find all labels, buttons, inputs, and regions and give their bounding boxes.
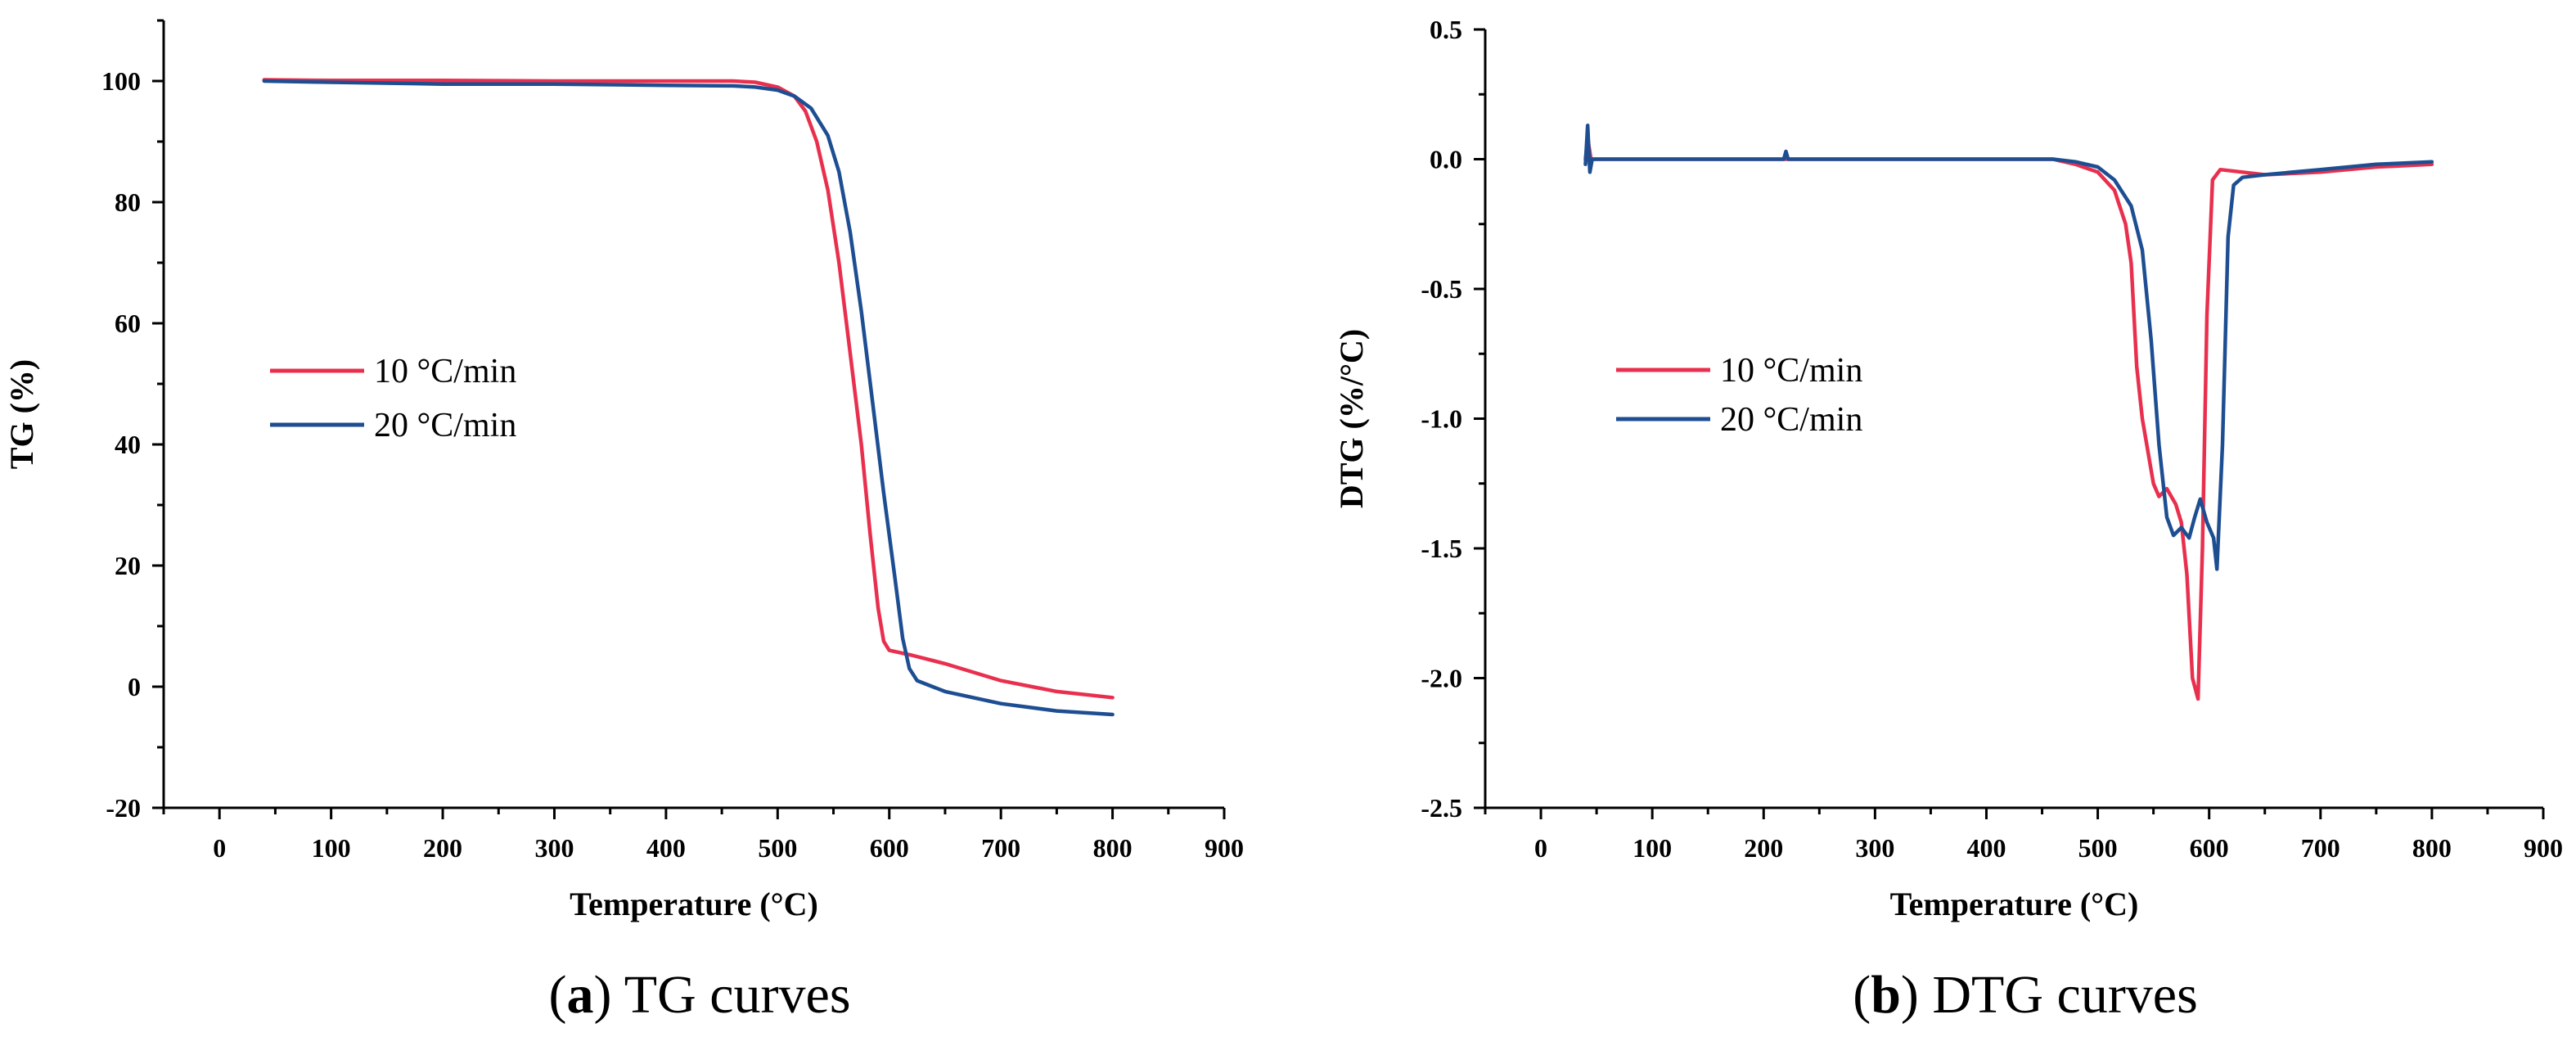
tg-caption: (a) TG curves xyxy=(549,965,851,1025)
dtg-x-tick-label: 300 xyxy=(1855,833,1894,863)
dtg-y-tick-label: -0.5 xyxy=(1421,274,1462,304)
tg-y-tick-label: 40 xyxy=(115,430,141,459)
dtg-legend-10-c-min-label: 10 °C/min xyxy=(1720,352,1862,390)
tg-chart-panel: 0 100 200 300 400 500 600 700 800 900 -20 0 20 40 60 80… xyxy=(3,19,1244,1025)
dtg-x-tick-label: 700 xyxy=(2301,833,2340,863)
tg-y-tick-label: 60 xyxy=(115,309,141,338)
tg-y-tick-label: 0 xyxy=(128,672,141,701)
dtg-x-tick-label: 200 xyxy=(1744,833,1783,863)
tg-y-tick-label: -20 xyxy=(106,793,141,823)
tg-y-axis-title: TG (%) xyxy=(3,359,40,469)
tg-x-tick-label: 800 xyxy=(1093,833,1133,863)
tg-x-tick-label: 700 xyxy=(981,833,1020,863)
dtg-series-20-c-min-line xyxy=(1583,124,2434,571)
dtg-legend-20-c-min-label: 20 °C/min xyxy=(1720,401,1862,439)
dtg-x-tick-label: 0 xyxy=(1534,833,1547,863)
dtg-y-tick-label: 0.5 xyxy=(1430,15,1462,44)
dtg-x-tick-label: 600 xyxy=(2190,833,2229,863)
tg-x-tick-label: 400 xyxy=(646,833,686,863)
dtg-x-axis-title: Temperature (°C) xyxy=(1890,886,2139,922)
dtg-x-tick-label: 500 xyxy=(2078,833,2118,863)
dtg-chart-panel: 0 100 200 300 400 500 600 700 800 900 -2.5 -2.0 -1.5… xyxy=(1333,15,2563,1025)
tg-x-tick-label: 500 xyxy=(758,833,797,863)
tg-x-tick-label: 900 xyxy=(1205,833,1244,863)
dtg-y-tick-label: -1.5 xyxy=(1421,534,1462,563)
dtg-y-axis-title: DTG (%/°C) xyxy=(1333,329,1370,508)
tg-x-tick-label: 100 xyxy=(312,833,351,863)
tg-series-10-c-min-line xyxy=(262,78,1115,700)
tg-x-tick-label: 600 xyxy=(870,833,909,863)
tg-y-tick-label: 100 xyxy=(101,66,141,96)
dtg-x-tick-label: 900 xyxy=(2524,833,2563,863)
dtg-y-tick-label: -1.0 xyxy=(1421,404,1462,434)
tg-x-tick-label: 200 xyxy=(423,833,462,863)
dtg-y-tick-label: -2.5 xyxy=(1421,793,1462,823)
dtg-caption: (b) DTG curves xyxy=(1853,965,2198,1025)
tg-x-axis-title: Temperature (°C) xyxy=(570,886,818,922)
dtg-series-10-c-min-line xyxy=(1583,136,2434,701)
tg-legend-20-c-min-label: 20 °C/min xyxy=(374,407,516,444)
tg-legend-10-c-min-label: 10 °C/min xyxy=(374,353,516,390)
dtg-y-tick-label: 0.0 xyxy=(1430,145,1462,174)
tg-y-tick-label: 80 xyxy=(115,187,141,217)
dtg-y-tick-label: -2.0 xyxy=(1421,664,1462,693)
tg-y-tick-label: 20 xyxy=(115,551,141,580)
dtg-x-tick-label: 800 xyxy=(2412,833,2452,863)
tg-x-tick-label: 300 xyxy=(534,833,574,863)
tg-series-20-c-min-line xyxy=(262,79,1115,717)
tg-x-tick-label: 0 xyxy=(213,833,226,863)
dtg-x-tick-label: 100 xyxy=(1633,833,1672,863)
dtg-x-tick-label: 400 xyxy=(1966,833,2006,863)
